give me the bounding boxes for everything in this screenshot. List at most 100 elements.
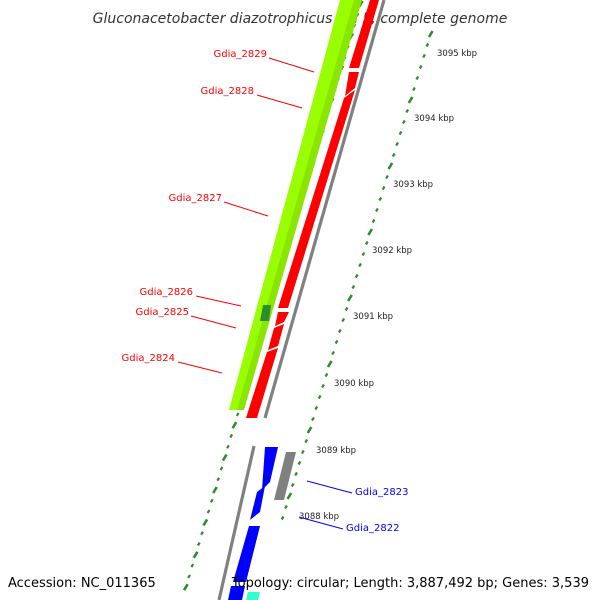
kbp-scale-labels: 3095 kbp 3094 kbp 3093 kbp 3092 kbp 3091 kbp… <box>299 49 477 522</box>
gene-label: Gdia_2823 <box>355 487 408 498</box>
accession-text: Accession: NC_011365 <box>8 576 156 591</box>
gene-labels: Gdia_2829 Gdia_2828 Gdia_2827 Gdia_2826 Gdia… <box>122 49 409 534</box>
outer-ruler-tick <box>371 218 376 224</box>
outer-ruler-tick <box>395 141 399 147</box>
inner-ruler-tick <box>182 583 189 591</box>
inner-ruler-tick <box>202 518 209 527</box>
outer-ruler-tick <box>361 251 366 257</box>
outer-ruler-tick <box>306 426 313 434</box>
gene-label: Gdia_2829 <box>214 49 267 60</box>
outer-ruler-tick <box>280 515 285 521</box>
outer-ruler-tick <box>326 360 333 368</box>
inner-ruler-tick <box>187 574 191 579</box>
gc-content-shade <box>237 0 362 410</box>
inner-ruler-tick <box>219 466 224 471</box>
outer-ruler-tick <box>341 317 346 323</box>
outer-ruler-tick <box>334 339 339 345</box>
outer-ruler-tick <box>385 174 389 180</box>
gene-label-leader <box>306 480 353 494</box>
outer-ruler-tick <box>286 492 293 500</box>
inner-ruler-tick <box>200 531 204 536</box>
gene-label: Gdia_2828 <box>201 86 254 97</box>
scale-label: 3093 kbp <box>393 180 433 190</box>
cds-arrow-red <box>278 90 355 308</box>
outer-ruler-tick <box>351 284 356 290</box>
backbone-lower <box>217 445 256 600</box>
gene-label-leader <box>195 295 242 307</box>
outer-ruler-tick <box>290 482 295 488</box>
scale-label: 3092 kbp <box>372 246 412 256</box>
cds-arrow-red <box>268 324 284 350</box>
inner-ruler-tick <box>235 412 240 417</box>
cds-arrow-blue <box>228 586 245 600</box>
inner-ruler-tick <box>209 498 214 503</box>
outer-ruler-tick <box>425 42 430 48</box>
gene-label-leader <box>223 201 269 217</box>
gc-content-track <box>229 0 362 410</box>
scale-label: 3089 kbp <box>316 446 356 456</box>
genome-backbone <box>217 0 386 600</box>
gene-label-leader <box>298 516 344 530</box>
outer-ruler-tick <box>311 416 315 422</box>
gene-label: Gdia_2826 <box>140 287 193 298</box>
inner-ruler-tick <box>192 551 199 559</box>
gene-label: Gdia_2825 <box>136 307 189 318</box>
inner-ruler-tick <box>226 444 230 449</box>
outer-ruler-tick <box>405 108 410 114</box>
cds-arrow-blue <box>262 447 278 490</box>
outer-ruler-tick <box>398 130 403 136</box>
outer-ruler-tick <box>324 372 329 378</box>
outer-ruler-tick <box>407 96 414 104</box>
outer-ruler-tick <box>284 504 288 510</box>
outer-ruler-tick <box>300 449 305 455</box>
scale-label: 3095 kbp <box>437 49 477 59</box>
outer-ruler-tick <box>415 75 420 81</box>
inner-ruler-tick <box>206 509 211 514</box>
scale-label: 3094 kbp <box>414 114 454 124</box>
outer-ruler-tick <box>412 86 416 92</box>
cds-arrow-blue <box>250 486 265 520</box>
outer-ruler-tick <box>304 438 309 444</box>
inner-ruler-tick <box>229 433 234 439</box>
gene-label: Gdia_2822 <box>346 523 399 534</box>
outer-ruler-tick <box>354 273 359 279</box>
cds-arrow-red <box>345 72 359 96</box>
outer-ruler-tick <box>367 228 374 236</box>
gene-label-leader <box>256 94 303 109</box>
outer-ruler-tick <box>364 240 369 246</box>
outer-ruler-tick <box>344 306 349 312</box>
outer-ruler-tick <box>375 207 379 213</box>
outer-ruler-tick <box>297 460 302 466</box>
outer-ruler-tick <box>331 350 335 356</box>
outer-ruler-tick <box>418 64 423 70</box>
backbone-upper <box>263 0 386 419</box>
cds-arrow-red <box>349 0 379 68</box>
topology-text: Topology: circular; Length: 3,887,492 bp… <box>231 576 589 591</box>
outer-ruler-tick <box>358 262 362 268</box>
gc-content-bar <box>229 0 362 410</box>
scale-label: 3088 kbp <box>299 512 339 522</box>
outer-tick-ruler <box>280 30 434 521</box>
gc-dark-segment <box>260 305 271 321</box>
outer-ruler-tick <box>378 196 383 202</box>
outer-ruler-tick <box>347 294 353 302</box>
cds-arrow-red <box>246 348 278 418</box>
inner-ruler-tick <box>221 453 228 462</box>
outer-ruler-tick <box>387 162 394 170</box>
outer-ruler-tick <box>391 152 396 158</box>
outer-ruler-tick <box>422 53 426 59</box>
scale-label: 3091 kbp <box>353 312 393 322</box>
gene-label-leader <box>177 361 223 374</box>
map-title: Gluconacetobacter diazotrophicus PAl 5, … <box>93 11 508 27</box>
inner-ruler-tick <box>190 563 195 568</box>
inner-ruler-tick <box>212 486 218 494</box>
gene-label: Gdia_2824 <box>122 353 175 364</box>
gene-label-leader <box>268 57 315 73</box>
outer-ruler-tick <box>321 383 325 389</box>
inner-ruler-tick <box>216 477 221 482</box>
outer-ruler-tick <box>317 394 322 400</box>
cds-arrow-red <box>275 312 289 326</box>
outer-ruler-tick <box>294 471 298 477</box>
feature-track <box>228 0 379 600</box>
